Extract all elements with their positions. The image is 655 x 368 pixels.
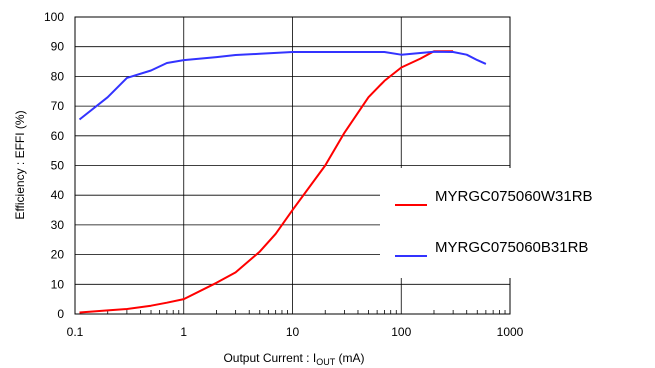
y-axis-ticks: 0 10 20 30 40 50 60 70 80 90 100	[44, 10, 64, 321]
x-tick-label: 10	[286, 325, 300, 339]
legend-label: MYRGC075060W31RB	[435, 188, 593, 205]
y-tick-label: 30	[51, 218, 65, 232]
legend-background	[380, 168, 655, 278]
series-line-1	[79, 50, 454, 314]
y-tick-label: 10	[51, 277, 65, 291]
x-axis-ticks: 0.1 1 10 100 1000	[67, 325, 524, 339]
y-tick-label: 40	[51, 188, 65, 202]
y-tick-label: 0	[57, 307, 64, 321]
x-tick-label: 100	[391, 325, 411, 339]
y-tick-label: 20	[51, 248, 65, 262]
x-axis-label: Output Current : IOUT (mA)	[223, 351, 364, 367]
y-axis-label: Efficiency : EFFI (%)	[13, 110, 27, 219]
y-tick-label: 90	[51, 40, 65, 54]
y-tick-label: 80	[51, 69, 65, 83]
x-tick-label: 1000	[497, 325, 524, 339]
x-axis-label-prefix: Output Current : I	[223, 351, 316, 365]
legend-label: MYRGC075060B31RB	[435, 239, 588, 256]
y-tick-label: 70	[51, 99, 65, 113]
series-line-2	[78, 50, 487, 121]
y-tick-label: 50	[51, 159, 65, 173]
x-tick-label: 0.1	[67, 325, 84, 339]
x-axis-label-suffix: (mA)	[335, 351, 364, 365]
legend: MYRGC075060W31RB MYRGC075060B31RB	[380, 168, 655, 278]
x-axis-label-sub: OUT	[316, 357, 336, 367]
y-tick-label: 100	[44, 10, 64, 24]
y-tick-label: 60	[51, 129, 65, 143]
data-series	[78, 50, 487, 314]
x-tick-label: 1	[180, 325, 187, 339]
